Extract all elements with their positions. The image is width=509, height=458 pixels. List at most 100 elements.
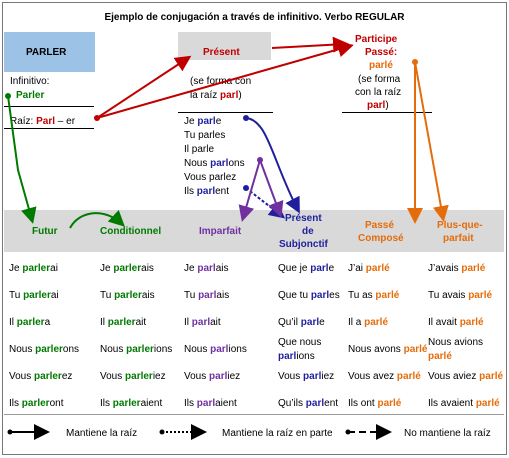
form-stem: parler — [23, 290, 51, 301]
plus-que-parfait-form: J’avais parlé — [428, 255, 504, 283]
participe-header-2: Passé: — [365, 47, 398, 58]
form-prefix: Tu avais — [428, 290, 469, 301]
form-stem: parlé — [375, 290, 400, 301]
form-prefix: Qu’ils — [278, 398, 306, 409]
form-stem: parlé — [364, 317, 389, 328]
arrow-participe — [96, 41, 354, 119]
form-ending: ais — [141, 290, 155, 301]
form-stem: parlé — [479, 371, 504, 382]
participe-note-2: con la raíz — [355, 87, 402, 98]
passe-compose-form: Vous avez parlé — [348, 363, 428, 391]
form-prefix: Il avait — [428, 317, 460, 328]
form-ending: a — [44, 317, 51, 328]
form-ending: ent — [324, 398, 339, 409]
imparfait-form: Tu parlais — [184, 282, 276, 310]
form-ending: ais — [215, 263, 229, 274]
form-prefix: Vous — [184, 371, 210, 382]
form-text: Je parlais — [184, 262, 228, 276]
form-text: Je parlerai — [9, 262, 58, 276]
present-form-ending: ons — [228, 158, 245, 169]
subjonctif-header-1: Présent — [285, 213, 322, 224]
form-text: Il a parlé — [348, 316, 388, 330]
form-ending: ions — [153, 344, 173, 355]
form-ending: ais — [141, 263, 154, 274]
form-text: Que nous parlions — [278, 336, 344, 364]
form-stem: parl — [310, 290, 330, 301]
futur-form: Nous parlerons — [9, 336, 97, 364]
form-ending: ais — [216, 290, 230, 301]
form-text: Nous parlions — [184, 343, 247, 357]
form-prefix: Nous — [184, 344, 211, 355]
form-text: Tu parlerai — [9, 289, 59, 303]
arrow-subjonctif-je — [245, 117, 300, 214]
form-stem: parler — [16, 317, 45, 328]
form-text: Vous parliez — [184, 370, 240, 384]
form-stem: parl — [209, 371, 228, 382]
form-ending: iez — [227, 371, 241, 382]
present-form-stem: parl — [196, 186, 216, 197]
passe-compose-form: Ils ont parlé — [348, 390, 428, 418]
form-text: J’ai parlé — [348, 262, 390, 276]
raiz-stem: Parl — [36, 116, 56, 127]
form-ending: aient — [140, 398, 163, 409]
plus-que-parfait-form: Vous aviez parlé — [428, 363, 504, 391]
form-ending: ai — [50, 263, 58, 274]
form-stem: parlé — [475, 398, 500, 409]
passe-compose-form: J’ai parlé — [348, 255, 428, 283]
passe-compose-header-1: Passé — [365, 220, 394, 231]
form-text: Vous aviez parlé — [428, 370, 503, 384]
form-prefix: Tu — [184, 290, 199, 301]
form-text: Nous avons parlé — [348, 343, 428, 357]
legend-dotted-label: Mantiene la raíz en parte — [222, 428, 333, 439]
plus-que-parfait-form: Nous avions parlé — [428, 336, 504, 364]
conditionnel-form: Ils parleraient — [100, 390, 180, 418]
form-text: Ils parleraient — [100, 397, 162, 411]
present-box — [178, 32, 271, 60]
arrow-conditionnel — [69, 209, 125, 229]
plus-que-parfait-form: Ils avaient parlé — [428, 390, 504, 418]
present-note-2: la raíz parl) — [190, 90, 242, 101]
form-text: Je parlerais — [100, 262, 154, 276]
present-form-prefix: Nous — [184, 158, 211, 169]
conditionnel-form: Il parlerait — [100, 309, 180, 337]
form-ending: ions — [296, 351, 315, 362]
arrow-futur — [7, 95, 37, 224]
subjonctif-form: Qu’ils parlent — [278, 390, 344, 418]
form-text: Nous avions parlé — [428, 336, 504, 364]
form-prefix: J’avais — [428, 263, 462, 274]
form-stem: parler — [126, 344, 154, 355]
raiz-line: Raíz: Parl – er — [10, 116, 76, 127]
plus-que-parfait-form: Tu avais parlé — [428, 282, 504, 310]
parler-box — [4, 32, 95, 72]
present-form: Ils parlent — [184, 186, 229, 198]
form-prefix: Ils — [100, 398, 113, 409]
form-prefix: Tu as — [348, 290, 376, 301]
form-ending: ions — [228, 344, 247, 355]
form-stem: parl — [305, 398, 325, 409]
form-stem: parler — [22, 263, 51, 274]
arrow-plus-que-parfait — [414, 61, 449, 222]
subjonctif-form: Que nous parlions — [278, 336, 344, 364]
form-prefix: Nous — [9, 344, 36, 355]
form-stem: parl — [197, 263, 216, 274]
form-stem: parler — [34, 371, 62, 382]
futur-header: Futur — [32, 226, 58, 237]
present-form-ending: ent — [215, 186, 230, 197]
present-form: Il parle — [184, 144, 214, 156]
form-stem: parler — [113, 263, 142, 274]
form-stem: parler — [112, 398, 141, 409]
participe-note-3: parl) — [367, 100, 389, 111]
form-text: Nous parlerons — [9, 343, 79, 357]
form-ending: ont — [49, 398, 64, 409]
infinitivo-value: Parler — [16, 90, 45, 101]
form-text: Vous parlerez — [9, 370, 72, 384]
form-prefix: Vous aviez — [428, 371, 480, 382]
arrow-subjonctif-ils — [245, 187, 286, 219]
form-text: Ils avaient parlé — [428, 397, 500, 411]
form-stem: parler — [125, 371, 153, 382]
form-prefix: Que je — [278, 263, 311, 274]
form-text: Il parlera — [9, 316, 50, 330]
form-text: Il parlait — [184, 316, 221, 330]
form-prefix: Que nous — [278, 337, 322, 348]
